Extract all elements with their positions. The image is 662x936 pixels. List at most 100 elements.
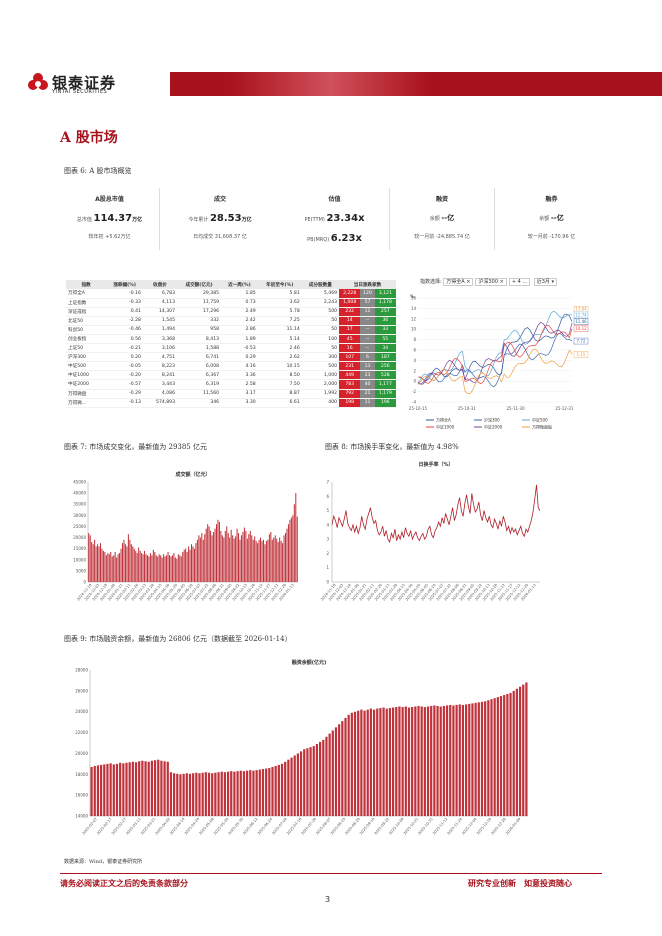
bar xyxy=(518,686,522,816)
bar xyxy=(306,748,309,816)
bar xyxy=(152,549,154,582)
bar xyxy=(163,761,166,816)
bar xyxy=(261,769,265,816)
table-row[interactable]: 中证2000 -0.57 3,443 6,319 2.58 7.50 2,000 783 40 1… xyxy=(66,379,396,390)
table-row[interactable]: 深证成指 0.41 14,307 17,296 2.49 5.78 500 232 11 257 xyxy=(66,307,396,317)
table-row[interactable]: 沪深300 0.20 4,751 6,741 0.29 2.62 300 107 6 187 xyxy=(66,352,396,363)
bar xyxy=(293,504,295,582)
bar xyxy=(170,556,172,582)
table-row[interactable]: 万得全A -0.16 6,783 29,385 1.85 5.81 5,469 2,228 12… xyxy=(66,289,396,299)
overview-row: PB(MRQ) 6.23x xyxy=(280,233,389,244)
table-row[interactable]: 万得微... -0.13 574,893 346 3.30 6.61 400 198 11 196 xyxy=(66,398,396,408)
table-row[interactable]: 上证50 -0.21 3,106 1,588 -0.53 2.46 50 16 -- 34 xyxy=(66,343,396,354)
table-cell: -- xyxy=(360,334,375,345)
table-row[interactable]: 创业板指 0.56 3,368 8,413 1.89 5.14 100 45 -- 55 xyxy=(66,334,396,345)
x-tick-label: 25-11-30 xyxy=(506,406,525,411)
bar xyxy=(192,546,194,582)
bar xyxy=(282,543,284,582)
table-cell: 万得全A xyxy=(66,289,107,299)
end-label: 5.15 xyxy=(577,352,586,357)
bar xyxy=(388,708,392,816)
table-cell: 1,008 xyxy=(339,298,361,308)
table-cell: 574,893 xyxy=(142,398,178,408)
table-cell: 6,783 xyxy=(142,289,178,299)
data-source: 数据来源：Wind，银泰证券研究所 xyxy=(64,859,143,865)
table-cell: 10.15 xyxy=(257,361,302,372)
end-label-box xyxy=(573,325,589,332)
table-cell: 8,413 xyxy=(177,334,222,345)
bar xyxy=(199,537,201,582)
table-row[interactable]: 上证指数 -0.33 4,113 11,759 0.73 3.62 2,243 1,008 57… xyxy=(66,298,396,308)
x-tick-label: 25-10-31 xyxy=(458,406,477,411)
y-tick-label: 30000 xyxy=(73,513,86,518)
y-tick-label: 16000 xyxy=(75,793,88,798)
table-cell: 8.87 xyxy=(257,389,302,399)
table-row[interactable]: 中证1000 -0.20 8,241 6,367 3.36 8.50 1,000 449 23 5… xyxy=(66,370,396,381)
bar xyxy=(350,712,353,816)
selector-chip[interactable]: + 4 ... xyxy=(508,278,531,286)
bar xyxy=(119,762,122,816)
bar xyxy=(207,524,209,582)
overview-margin: 融资 余额 --亿 较一月前 -24,885.74 亿 xyxy=(390,188,495,250)
overview-label: 余额 xyxy=(539,216,550,222)
selector-chip[interactable]: 沪深300 × xyxy=(475,278,507,286)
table-row[interactable]: 科创50 -0.46 1,494 958 2.86 11.14 50 17 -- 33 xyxy=(66,325,396,335)
bar xyxy=(249,530,251,582)
bar xyxy=(101,548,103,582)
table-cell: 5.81 xyxy=(257,289,302,299)
table-cell: -0.20 xyxy=(106,370,143,381)
end-label-box xyxy=(573,337,589,345)
y-tick-label: 10 xyxy=(411,327,417,332)
bar xyxy=(164,556,166,582)
legend-label: 万得微盘股 xyxy=(532,424,552,430)
table-header: 成交额(亿元) xyxy=(177,280,222,289)
legend-label: 中证1000 xyxy=(436,424,455,430)
bar xyxy=(163,554,165,582)
bar xyxy=(168,555,171,582)
overview-value: --亿 xyxy=(550,214,564,222)
bar xyxy=(372,709,376,816)
bar xyxy=(120,548,122,582)
bar xyxy=(471,703,474,816)
bar xyxy=(480,701,484,816)
bar xyxy=(289,519,291,582)
bar xyxy=(487,700,490,816)
series-line xyxy=(417,332,573,388)
bar xyxy=(218,522,220,582)
overview-row: 较年初 +5.62万亿 xyxy=(60,233,159,240)
bar xyxy=(295,493,297,582)
bar xyxy=(331,730,334,816)
table-cell: -- xyxy=(360,316,375,326)
selector-chip[interactable]: 万得全A × xyxy=(443,278,474,286)
table-cell: 346 xyxy=(177,398,222,408)
overview-label: 日均成交 xyxy=(193,234,214,240)
bar xyxy=(189,549,191,582)
bar xyxy=(366,709,369,816)
table-row[interactable]: 北证50 -2.28 1,545 332 2.42 7.25 50 14 -- 36 xyxy=(66,316,396,326)
bar xyxy=(142,554,144,582)
bar xyxy=(229,537,231,582)
table-cell: 2.46 xyxy=(257,343,302,354)
bar xyxy=(167,552,169,582)
table-row[interactable]: 中证500 -0.05 8,223 6,008 4.16 10.15 500 231 13 256 xyxy=(66,361,396,372)
table-cell: 6,008 xyxy=(177,361,222,372)
bar xyxy=(284,761,287,816)
table-header: 指数 xyxy=(66,280,107,289)
range-select[interactable]: 近3月 ▾ xyxy=(533,278,558,286)
chart-title: 成交额（亿元） xyxy=(175,471,210,478)
bar xyxy=(334,727,338,816)
bar xyxy=(160,760,163,816)
bar xyxy=(111,556,113,582)
bar xyxy=(276,538,278,582)
bar xyxy=(233,538,235,582)
bar xyxy=(107,553,109,582)
y-tick-label: 7 xyxy=(326,480,329,485)
table-row[interactable]: 万得微盘 -0.29 4,086 11,560 3.17 8.87 1,992 792 21 1,… xyxy=(66,389,396,399)
y-tick-label: 0 xyxy=(326,580,329,585)
overview-row: 日均成交 31,608.37 亿 xyxy=(160,233,280,240)
bar xyxy=(255,540,257,582)
y-tick-label: 4 xyxy=(413,358,416,363)
table-cell: 万得微盘 xyxy=(66,389,107,399)
overview-row: 余额 --亿 xyxy=(495,213,608,223)
bar xyxy=(201,533,203,582)
